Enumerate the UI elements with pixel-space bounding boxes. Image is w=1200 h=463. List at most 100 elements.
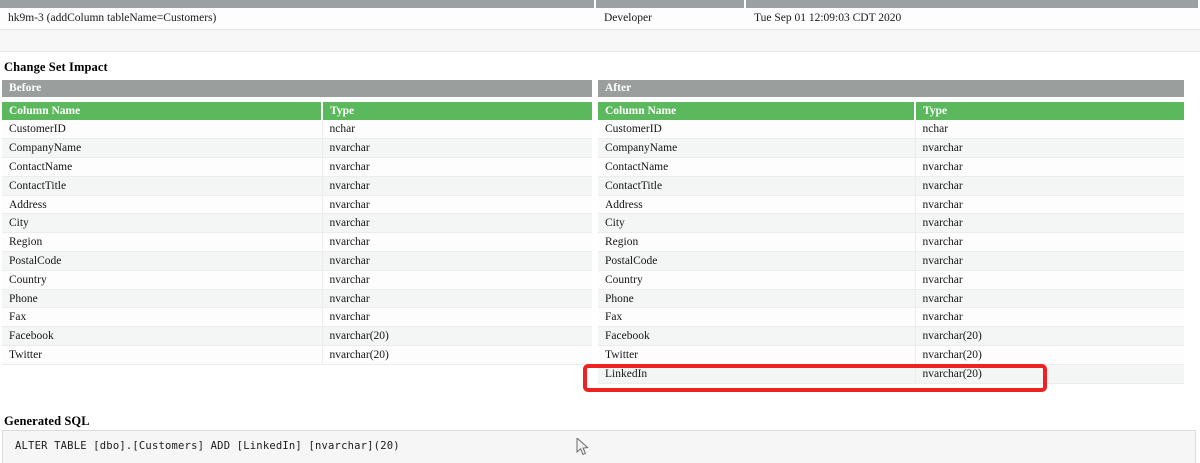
changeset-header-id <box>0 0 596 8</box>
before-cell-column-name: ContactName <box>2 157 323 177</box>
table-row-new-column[interactable]: LinkedIn nvarchar(20) <box>598 364 1184 384</box>
after-panel: After Column Name Type CustomerID nchar Co… <box>598 80 1184 384</box>
table-row[interactable]: Fax nvarchar <box>598 307 1184 328</box>
changeset-row[interactable]: hk9m-3 (addColumn tableName=Customers) D… <box>0 8 1200 30</box>
table-row[interactable]: CustomerID nchar <box>598 120 1184 140</box>
after-cell-column-name: ContactTitle <box>598 176 916 196</box>
after-cell-column-name: Fax <box>598 307 916 328</box>
table-row[interactable]: Twitter nvarchar(20) <box>2 345 592 365</box>
after-cell-column-name: LinkedIn <box>598 364 916 384</box>
table-row[interactable]: ContactTitle nvarchar <box>2 176 592 196</box>
table-row[interactable]: Country nvarchar <box>598 270 1184 290</box>
changeset-timestamp: Tue Sep 01 12:09:03 CDT 2020 <box>754 12 902 24</box>
table-row[interactable]: Address nvarchar <box>2 195 592 215</box>
table-row[interactable]: ContactTitle nvarchar <box>598 176 1184 196</box>
after-header-type: Type <box>915 102 1184 120</box>
after-table: Column Name Type CustomerID nchar CompanyN… <box>598 102 1184 384</box>
after-cell-column-type: nvarchar(20) <box>915 364 1184 384</box>
before-cell-column-type: nchar <box>322 120 592 140</box>
table-row[interactable]: Phone nvarchar <box>598 289 1184 309</box>
before-cell-column-name: PostalCode <box>2 251 323 271</box>
before-cell-column-type: nvarchar(20) <box>322 345 592 365</box>
before-cell-column-name: Region <box>2 232 323 253</box>
table-row[interactable]: Address nvarchar <box>598 195 1184 215</box>
before-cell-column-type: nvarchar <box>322 157 592 177</box>
after-cell-column-type: nvarchar(20) <box>915 326 1184 347</box>
after-panel-label: After <box>598 80 1184 97</box>
generated-sql-statement: ALTER TABLE [dbo].[Customers] ADD [Linke… <box>15 440 400 452</box>
before-cell-column-type: nvarchar <box>322 289 592 309</box>
table-row[interactable]: City nvarchar <box>2 213 592 234</box>
before-cell-column-name: Address <box>2 195 323 215</box>
table-row[interactable]: CompanyName nvarchar <box>598 138 1184 159</box>
before-cell-column-type: nvarchar <box>322 307 592 328</box>
before-table: Column Name Type CustomerID nchar CompanyN… <box>2 102 592 365</box>
after-table-header-row: Column Name Type <box>598 102 1184 120</box>
before-cell-column-name: CustomerID <box>2 120 323 140</box>
after-cell-column-name: Region <box>598 232 916 253</box>
before-cell-column-name: Facebook <box>2 326 323 347</box>
before-table-header-row: Column Name Type <box>2 102 592 120</box>
table-row[interactable]: CompanyName nvarchar <box>2 138 592 159</box>
table-row[interactable]: ContactName nvarchar <box>2 157 592 177</box>
after-cell-column-name: Twitter <box>598 345 916 365</box>
after-cell-column-name: Address <box>598 195 916 215</box>
before-cell-column-name: Twitter <box>2 345 323 365</box>
generated-sql-box[interactable]: ALTER TABLE [dbo].[Customers] ADD [Linke… <box>2 430 1196 463</box>
before-cell-column-name: Phone <box>2 289 323 309</box>
changeset-table-footer-gap <box>0 30 1200 52</box>
table-row[interactable]: Country nvarchar <box>2 270 592 290</box>
after-cell-column-type: nvarchar(20) <box>915 345 1184 365</box>
after-cell-column-name: PostalCode <box>598 251 916 271</box>
after-cell-column-type: nvarchar <box>915 195 1184 215</box>
before-cell-column-name: CompanyName <box>2 138 323 159</box>
after-cell-column-name: Phone <box>598 289 916 309</box>
change-set-impact-title: Change Set Impact <box>4 60 108 74</box>
table-row[interactable]: Region nvarchar <box>2 232 592 253</box>
table-row[interactable]: PostalCode nvarchar <box>2 251 592 271</box>
table-row[interactable]: Phone nvarchar <box>2 289 592 309</box>
after-cell-column-type: nvarchar <box>915 289 1184 309</box>
changeset-id: hk9m-3 (addColumn tableName=Customers) <box>8 12 217 24</box>
changeset-header-timestamp <box>746 0 1198 8</box>
table-row[interactable]: Region nvarchar <box>598 232 1184 253</box>
table-row[interactable]: Facebook nvarchar(20) <box>2 326 592 347</box>
after-cell-column-type: nvarchar <box>915 270 1184 290</box>
table-row[interactable]: Twitter nvarchar(20) <box>598 345 1184 365</box>
changeset-table-header-row <box>0 0 1200 8</box>
after-header-column-name: Column Name <box>598 102 916 120</box>
before-header-type: Type <box>322 102 592 120</box>
before-cell-column-type: nvarchar <box>322 251 592 271</box>
before-cell-column-type: nvarchar <box>322 138 592 159</box>
before-cell-column-type: nvarchar <box>322 232 592 253</box>
table-row[interactable]: Fax nvarchar <box>2 307 592 328</box>
before-cell-column-name: City <box>2 213 323 234</box>
table-row[interactable]: CustomerID nchar <box>2 120 592 140</box>
after-cell-column-type: nvarchar <box>915 251 1184 271</box>
changeset-header-author <box>596 0 746 8</box>
after-cell-column-name: CompanyName <box>598 138 916 159</box>
after-cell-column-type: nvarchar <box>915 213 1184 234</box>
table-row[interactable]: Facebook nvarchar(20) <box>598 326 1184 347</box>
before-cell-column-name: Country <box>2 270 323 290</box>
before-cell-column-type: nvarchar <box>322 270 592 290</box>
after-cell-column-type: nvarchar <box>915 157 1184 177</box>
before-panel-label: Before <box>2 80 592 97</box>
before-cell-column-name: ContactTitle <box>2 176 323 196</box>
before-cell-column-type: nvarchar(20) <box>322 326 592 347</box>
before-header-column-name: Column Name <box>2 102 323 120</box>
table-row[interactable]: ContactName nvarchar <box>598 157 1184 177</box>
table-row[interactable]: PostalCode nvarchar <box>598 251 1184 271</box>
before-panel: Before Column Name Type CustomerID nchar C… <box>2 80 592 365</box>
after-cell-column-name: City <box>598 213 916 234</box>
after-cell-column-name: Country <box>598 270 916 290</box>
before-cell-column-name: Fax <box>2 307 323 328</box>
changeset-author: Developer <box>604 12 652 24</box>
after-cell-column-name: CustomerID <box>598 120 916 140</box>
after-cell-column-type: nvarchar <box>915 232 1184 253</box>
after-cell-column-name: Facebook <box>598 326 916 347</box>
table-row[interactable]: City nvarchar <box>598 213 1184 234</box>
mouse-cursor-icon <box>576 438 589 456</box>
generated-sql-title: Generated SQL <box>4 414 90 428</box>
